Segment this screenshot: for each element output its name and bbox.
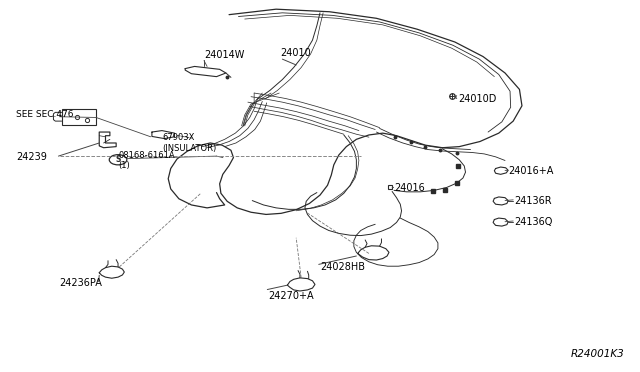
Text: 24010: 24010 [280,48,310,58]
Text: S: S [115,155,121,164]
Text: 24028HB: 24028HB [320,262,365,272]
Bar [61,109,96,125]
Text: 67903X
(INSULATOR): 67903X (INSULATOR) [162,133,216,153]
Text: 24016+A: 24016+A [508,166,554,176]
Text: 24010D: 24010D [458,93,497,103]
Text: 24016: 24016 [394,183,425,193]
Text: 24236PA: 24236PA [60,278,102,288]
Text: 24239: 24239 [16,152,47,162]
Text: 24270+A: 24270+A [269,291,314,301]
Text: 24136Q: 24136Q [515,218,553,227]
Text: R24001K3: R24001K3 [570,349,624,359]
Text: 24014W: 24014W [204,50,244,60]
Text: 24136R: 24136R [515,196,552,206]
Text: 08168-6161A
(1): 08168-6161A (1) [118,151,175,170]
Text: SEE SEC.476: SEE SEC.476 [16,110,74,119]
